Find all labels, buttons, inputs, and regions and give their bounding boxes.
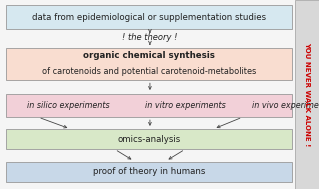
Text: omics-analysis: omics-analysis — [117, 135, 181, 144]
Bar — [6, 94, 292, 117]
Text: in vitro experiments: in vitro experiments — [145, 101, 226, 110]
Bar — [6, 129, 292, 149]
Text: in vivo experiments: in vivo experiments — [252, 101, 319, 110]
Text: of carotenoids and potential carotenoid-metabolites: of carotenoids and potential carotenoid-… — [42, 67, 256, 76]
Text: data from epidemiological or supplementation studies: data from epidemiological or supplementa… — [32, 12, 266, 22]
Text: in silico experiments: in silico experiments — [27, 101, 110, 110]
Text: organic chemical synthesis: organic chemical synthesis — [83, 51, 215, 60]
Text: YOU NEVER WALK ALONE !: YOU NEVER WALK ALONE ! — [304, 42, 310, 147]
Bar — [6, 162, 292, 182]
Text: ! the theory !: ! the theory ! — [122, 33, 178, 42]
Bar — [6, 48, 292, 80]
Text: proof of theory in humans: proof of theory in humans — [93, 167, 205, 177]
Bar — [6, 5, 292, 29]
Bar — [295, 0, 319, 189]
